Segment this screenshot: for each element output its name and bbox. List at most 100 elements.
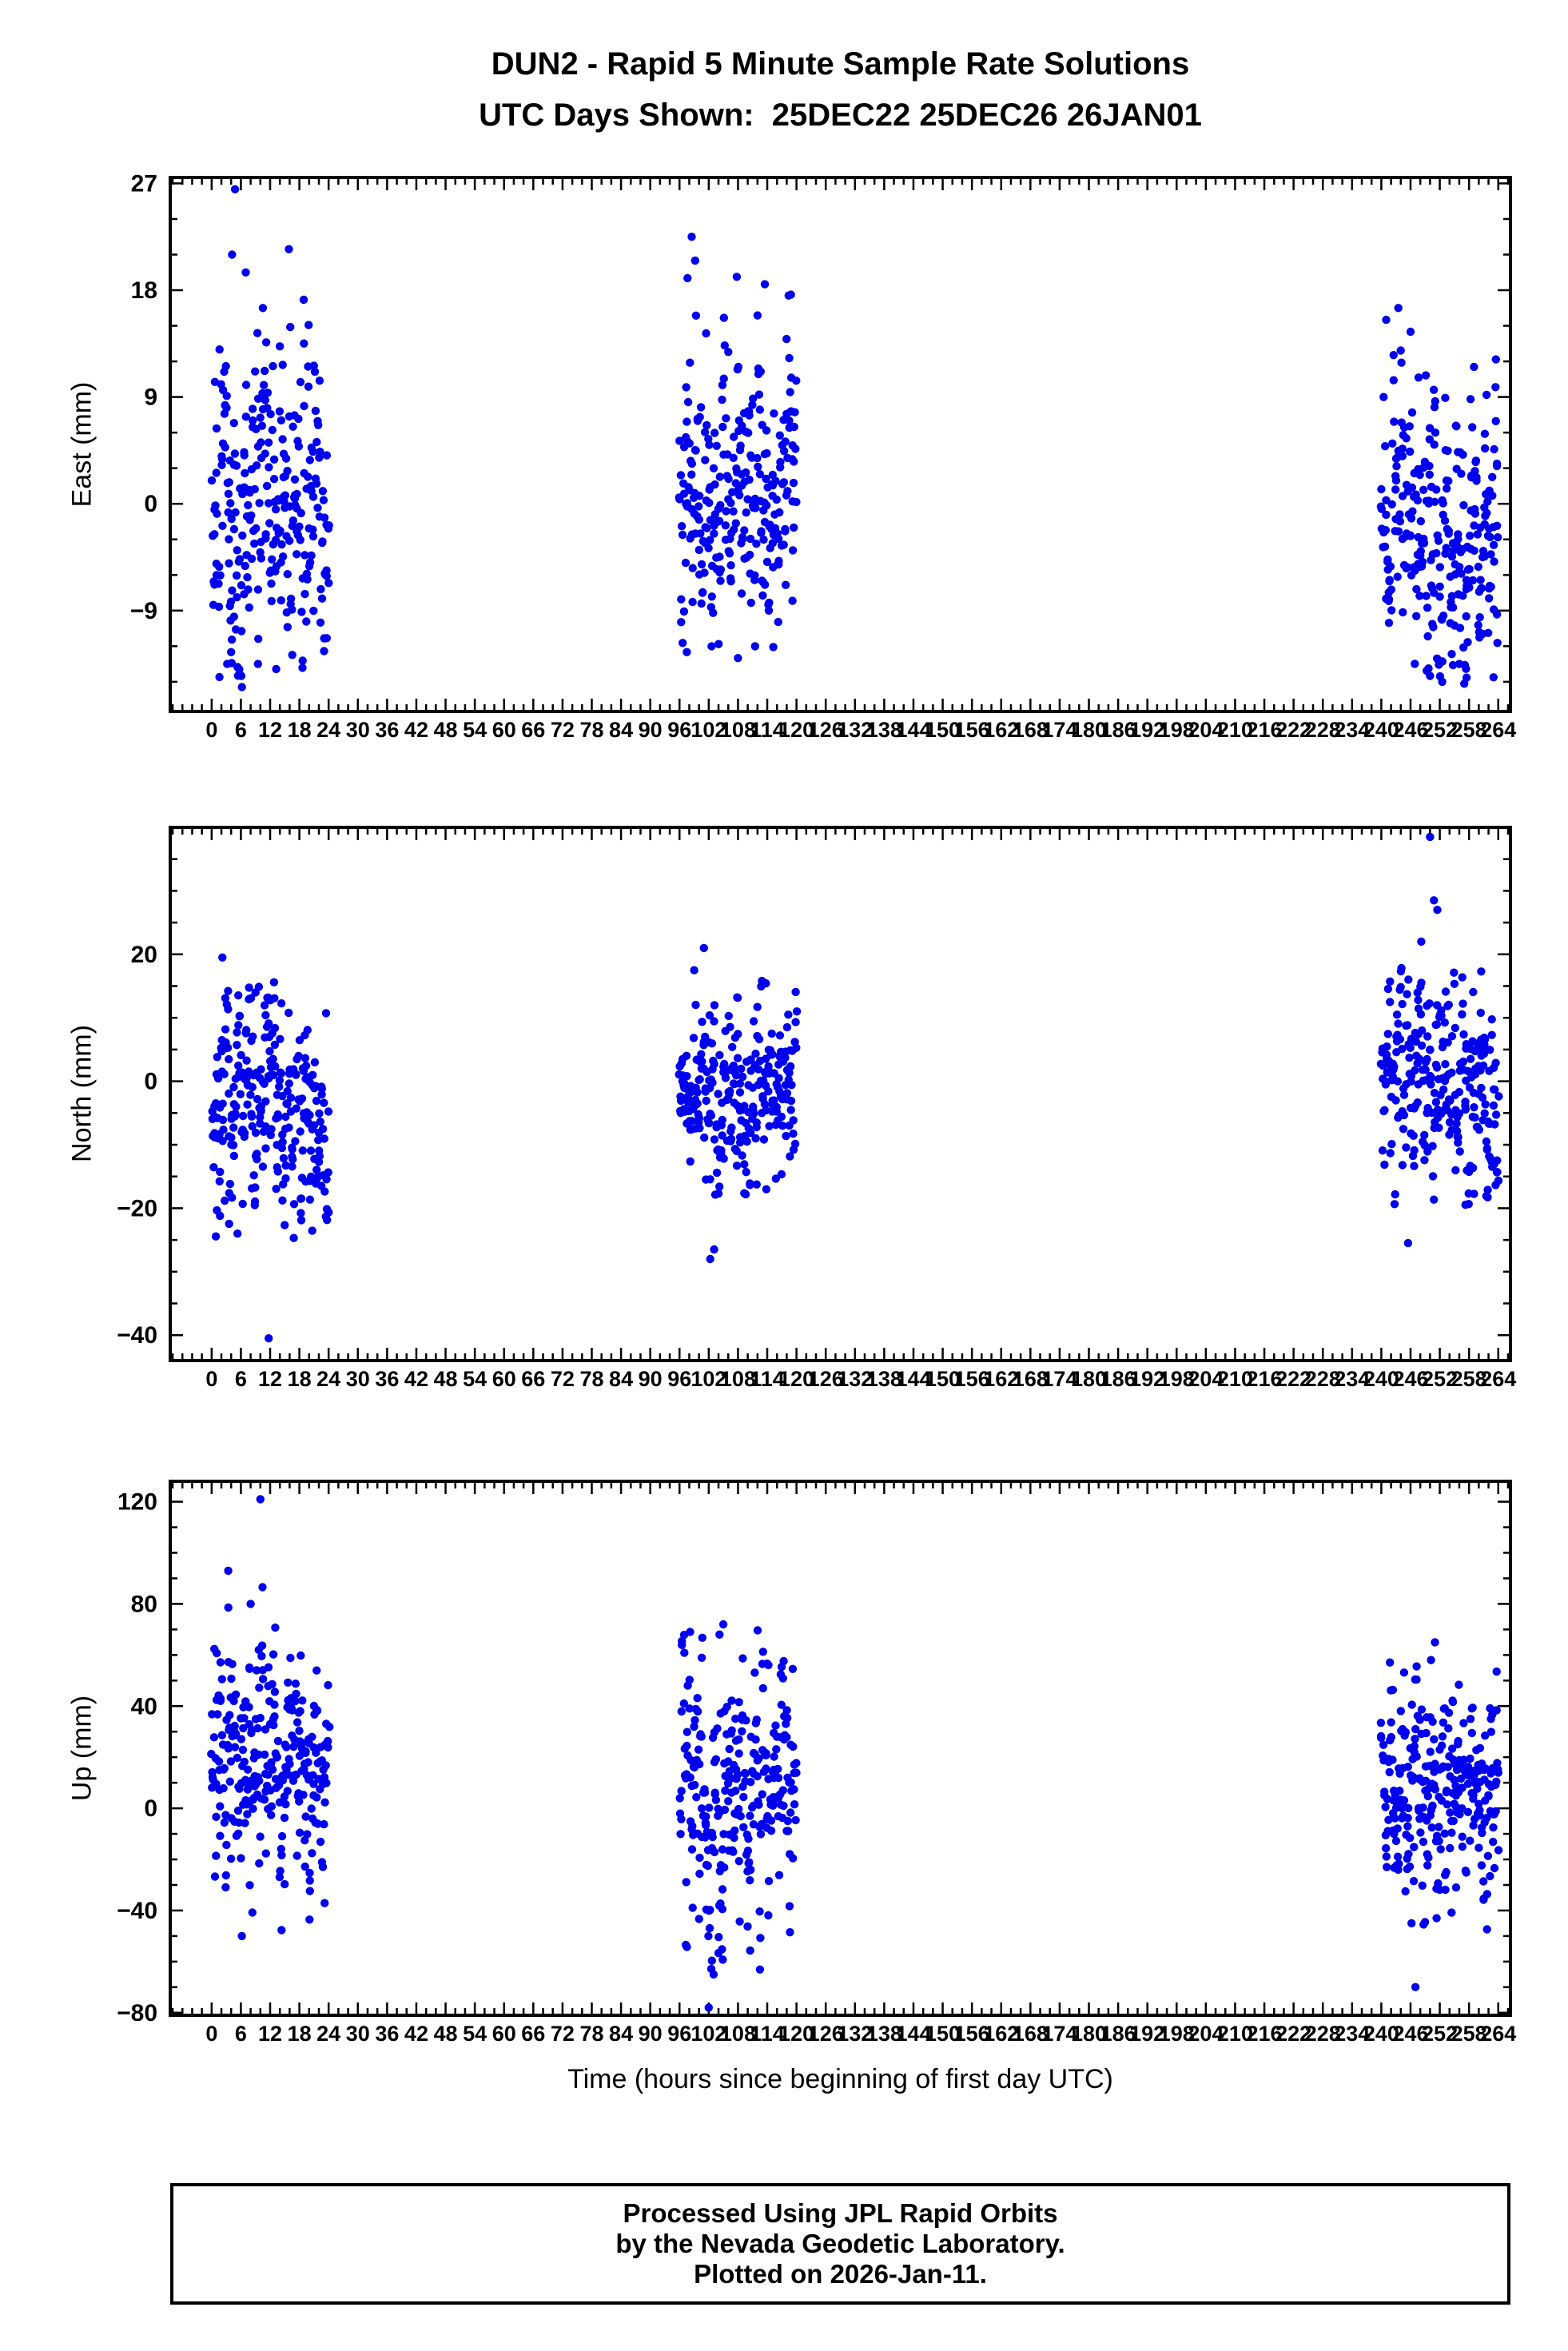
y-tick-label: −40 [117,1898,157,1924]
x-tick-label: 12 [258,718,282,742]
x-tick-label: 60 [492,1367,516,1391]
up-scatter-points [207,1495,1503,2012]
x-tick-label: 192 [1129,718,1165,742]
x-tick-label: 228 [1305,2022,1341,2046]
x-tick-label: 72 [551,718,575,742]
x-tick-label: 180 [1071,1367,1107,1391]
x-tick-label: 222 [1275,2022,1311,2046]
x-tick-label: 204 [1188,718,1224,742]
x-tick-label: 162 [983,2022,1019,2046]
x-tick-label: 0 [205,2022,217,2046]
x-tick-label: 54 [463,1367,487,1391]
x-tick-label: 180 [1071,718,1107,742]
x-tick-label: 36 [375,2022,399,2046]
x-tick-label: 120 [778,2022,814,2046]
x-tick-label: 156 [954,718,990,742]
x-tick-label: 222 [1275,718,1311,742]
x-tick-label: 36 [375,1367,399,1391]
x-tick-label: 258 [1451,2022,1487,2046]
x-tick-label: 60 [492,2022,516,2046]
x-tick-label: 210 [1217,1367,1253,1391]
x-tick-label: 162 [983,718,1019,742]
panel-east: 0 6 12 18 24 30 36 42 48 54 60 66 72 78 84 90 96 10210811… [130,170,1517,742]
x-tick-label: 0 [205,1367,217,1391]
x-tick-label: 234 [1334,2022,1370,2046]
x-tick-label: 150 [925,1367,961,1391]
x-tick-label: 144 [895,1367,931,1391]
x-tick-label: 132 [837,2022,873,2046]
x-tick-label: 42 [404,2022,428,2046]
x-tick-label: 12 [258,1367,282,1391]
x-tick-label: 246 [1392,1367,1428,1391]
x-tick-label: 72 [551,1367,575,1391]
x-tick-label: 192 [1129,1367,1165,1391]
x-tick-label: 198 [1159,1367,1195,1391]
x-tick-label: 210 [1217,2022,1253,2046]
x-tick-label: 228 [1305,1367,1341,1391]
y-tick-label: 0 [144,1795,157,1822]
y-tick-label: 18 [131,277,157,304]
x-tick-label: 198 [1159,718,1195,742]
x-tick-label: 264 [1480,2022,1516,2046]
x-tick-label: 186 [1100,718,1136,742]
east-plot-frame [169,176,1512,713]
x-tick-label: 150 [925,2022,961,2046]
x-tick-label: 6 [235,718,247,742]
x-tick-label: 120 [778,1367,814,1391]
north-plot-frame [169,826,1512,1362]
y-tick-label: 40 [131,1693,157,1719]
x-tick-label: 18 [288,2022,312,2046]
x-tick-label: 186 [1100,2022,1136,2046]
footer-line-1: Processed Using JPL Rapid Orbits [623,2198,1058,2228]
x-tick-label: 192 [1129,2022,1165,2046]
x-tick-label: 48 [434,1367,458,1391]
x-tick-label: 66 [521,2022,545,2046]
x-tick-label: 108 [720,1367,756,1391]
x-tick-label: 246 [1392,2022,1428,2046]
x-tick-label: 216 [1247,2022,1283,2046]
x-tick-label: 96 [667,2022,691,2046]
x-tick-label: 186 [1100,1367,1136,1391]
footer-line-3: Plotted on 2026-Jan-11. [694,2259,987,2289]
x-tick-label: 126 [808,1367,844,1391]
x-tick-label: 126 [808,718,844,742]
x-tick-label: 252 [1422,718,1458,742]
y-tick-label: −9 [130,598,157,624]
east-scatter-points [207,185,1502,691]
x-tick-label: 168 [1013,1367,1049,1391]
x-tick-label: 168 [1013,718,1049,742]
footer-box: Processed Using JPL Rapid Orbits by the … [170,2183,1510,2305]
panel-north: 0 6 12 18 24 30 36 42 48 54 60 66 72 78 84 90 96 10210811… [117,826,1516,1391]
x-tick-label: 174 [1041,1367,1077,1391]
x-tick-label: 120 [778,718,814,742]
x-tick-label: 168 [1013,2022,1049,2046]
x-tick-label: 84 [609,2022,633,2046]
x-tick-label: 162 [983,1367,1019,1391]
x-tick-label: 90 [639,1367,663,1391]
x-tick-label: 216 [1247,1367,1283,1391]
x-tick-label: 102 [690,1367,726,1391]
x-tick-label: 30 [346,2022,370,2046]
x-tick-label: 108 [720,718,756,742]
x-tick-label: 18 [288,718,312,742]
x-tick-label: 102 [690,2022,726,2046]
x-tick-label: 0 [205,718,217,742]
y-tick-label: −40 [117,1322,157,1349]
x-tick-label: 234 [1334,1367,1370,1391]
x-tick-label: 204 [1188,1367,1224,1391]
x-tick-label: 180 [1071,2022,1107,2046]
panel-up: 0 6 12 18 24 30 36 42 48 54 60 66 72 78 84 90 96 10210811… [117,1480,1516,2046]
x-tick-label: 18 [288,1367,312,1391]
x-tick-label: 102 [690,718,726,742]
x-axis-label: Time (hours since beginning of first day… [567,2064,1113,2094]
y-tick-label: 120 [117,1489,157,1516]
x-tick-label: 114 [750,718,785,742]
x-tick-label: 42 [404,1367,428,1391]
x-tick-label: 6 [235,1367,247,1391]
x-tick-label: 78 [579,1367,603,1391]
x-tick-label: 114 [750,2022,785,2046]
x-tick-label: 66 [521,1367,545,1391]
x-tick-label: 90 [639,2022,663,2046]
x-tick-label: 258 [1451,718,1487,742]
